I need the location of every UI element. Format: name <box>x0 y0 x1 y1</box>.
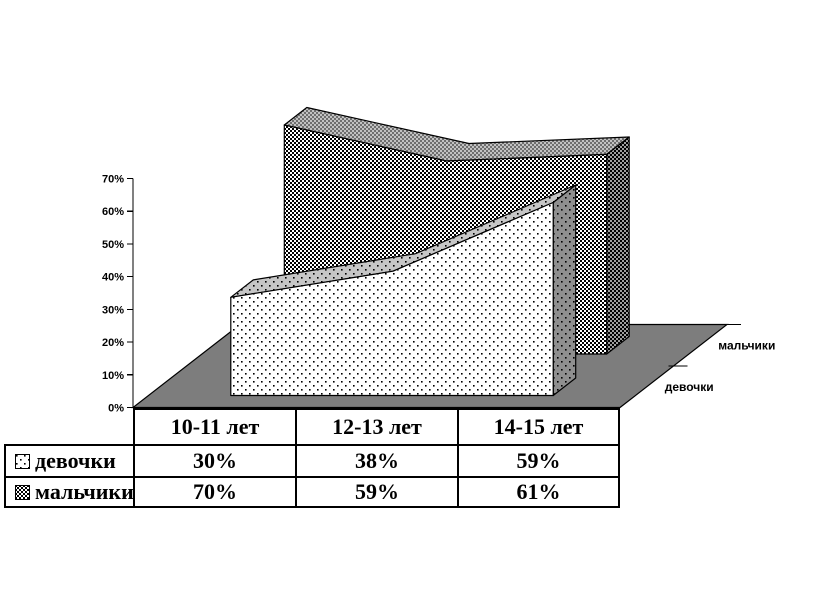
y-axis-tick-label: 0% <box>108 403 124 415</box>
y-axis-tick-label: 50% <box>102 239 124 251</box>
y-axis-tick-label: 20% <box>102 337 124 349</box>
legend-label-girls: девочки <box>35 448 116 473</box>
y-axis-tick-label: 60% <box>102 206 124 218</box>
legend-cell-girls: девочки <box>4 444 133 476</box>
y-axis-tick-label: 30% <box>102 304 124 316</box>
value-cell-girls-2: 38% <box>295 444 457 476</box>
value-cell-boys-3: 61% <box>457 476 620 508</box>
table-header-cell-age-1: 10-11 лет <box>133 408 295 444</box>
depth-label-girls: девочки <box>665 380 714 394</box>
depth-axis: девочки мальчики <box>665 323 775 394</box>
value-cell-girls-3: 59% <box>457 444 620 476</box>
series-girls-area <box>230 184 577 397</box>
y-axis-tick-label: 10% <box>102 370 124 382</box>
y-axis: 0% 10% 20% 30% 40% 50% 60% 70% <box>102 174 134 415</box>
table-header-cell-age-2: 12-13 лет <box>295 408 457 444</box>
value-cell-girls-1: 30% <box>133 444 295 476</box>
legend-key-girls-icon <box>15 453 30 469</box>
girls-front-face <box>230 201 554 397</box>
boys-side-face <box>606 136 630 355</box>
y-axis-tick-label: 40% <box>102 272 124 284</box>
table-header-cell-age-3: 14-15 лет <box>457 408 620 444</box>
legend-key-boys-icon <box>15 484 30 500</box>
value-cell-boys-2: 59% <box>295 476 457 508</box>
y-axis-tick-label: 70% <box>102 174 124 186</box>
girls-side-face <box>552 184 577 397</box>
legend-label-boys: мальчики <box>35 479 134 504</box>
value-cell-boys-1: 70% <box>133 476 295 508</box>
legend-cell-boys: мальчики <box>4 476 134 508</box>
depth-label-boys: мальчики <box>718 338 775 352</box>
